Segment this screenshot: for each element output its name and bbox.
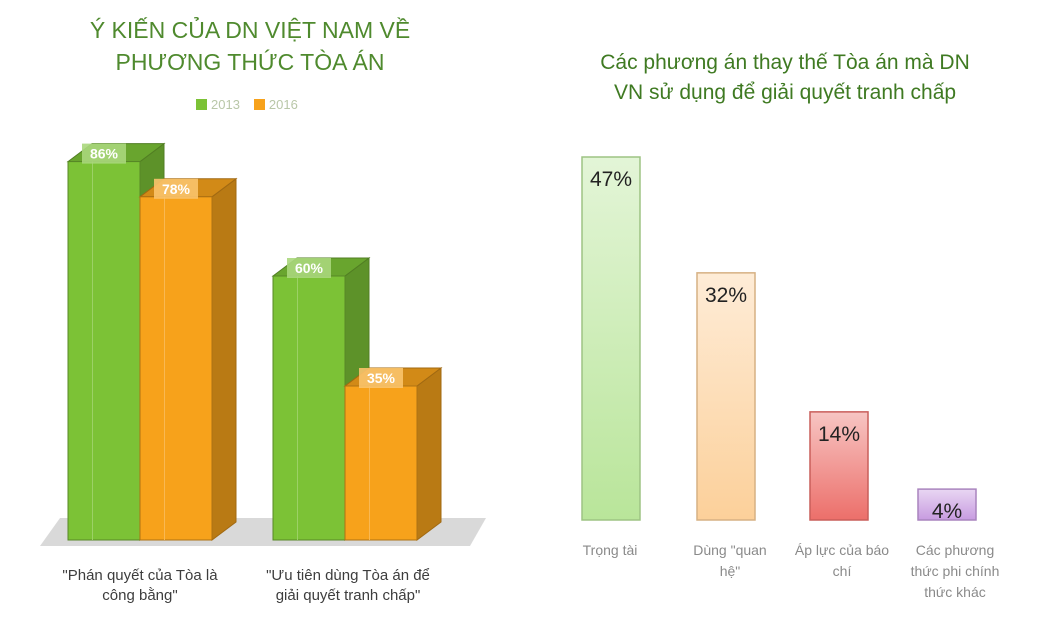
data-label-2013-2: 60% — [295, 260, 324, 276]
bar-2: 32% — [696, 272, 756, 521]
data-label-box — [287, 258, 331, 278]
left-category-1-line2: công bằng" — [102, 587, 178, 604]
data-label-4: 4% — [932, 500, 962, 523]
legend-label-2016: 2016 — [268, 97, 298, 112]
right-chart-panel: Các phương án thay thế Tòa án mà DN VN s… — [520, 0, 1050, 630]
bar-side-face — [211, 177, 237, 541]
left-title-line1: Ý KIẾN CỦA DN VIỆT NAM VỀ — [89, 17, 411, 43]
left-category-label-2: "Ưu tiên dùng Tòa án để giải quyết tranh… — [238, 566, 458, 606]
right-title-line1: Các phương án thay thế Tòa án mà DN — [600, 51, 970, 74]
left-bar-chart: 86% 78% 60% 35% — [40, 142, 486, 546]
bar-rect — [581, 156, 641, 521]
bar-4: 4% — [917, 488, 977, 523]
data-label-2016-2: 35% — [367, 370, 396, 386]
left-chart-panel: Ý KIẾN CỦA DN VIỆT NAM VỀ PHƯƠNG THỨC TÒ… — [0, 0, 510, 630]
bar-front-face — [139, 196, 213, 541]
data-label-3: 14% — [818, 423, 860, 446]
right-category-3-line2: chí — [832, 563, 852, 579]
right-category-1-line1: Trọng tài — [582, 542, 638, 558]
data-label-box — [359, 368, 403, 388]
bar-front-face — [344, 385, 418, 541]
bar-rect — [696, 272, 756, 521]
data-label-2013-1: 86% — [90, 146, 119, 162]
right-category-2-line2: hệ" — [719, 563, 741, 579]
bar-2016-1: 78% — [138, 177, 238, 541]
bar-1: 47% — [581, 156, 641, 521]
legend-swatch-2013 — [196, 99, 207, 110]
right-category-4-line2: thức phi chính — [910, 563, 1000, 579]
left-category-label-1: "Phán quyết của Tòa là công bằng" — [30, 566, 250, 606]
data-label-2016-1: 78% — [162, 181, 191, 197]
right-category-label-2: Dùng "quan hệ" — [680, 540, 780, 582]
data-label-box — [154, 178, 198, 199]
legend-swatch-2016 — [253, 99, 265, 110]
left-category-2-line2: giải quyết tranh chấp" — [275, 587, 421, 604]
bar-3: 14% — [809, 411, 869, 521]
right-category-label-4: Các phương thức phi chính thức khác — [895, 540, 1015, 603]
right-category-3-line1: Áp lực của báo — [794, 542, 890, 558]
data-label-2: 32% — [705, 284, 747, 307]
bar-rect — [809, 411, 869, 521]
bar-front-face — [67, 161, 141, 541]
right-category-label-1: Trọng tài — [560, 540, 660, 561]
bar-2016-2: 35% — [343, 367, 443, 541]
left-chart-title: Ý KIẾN CỦA DN VIỆT NAM VỀ PHƯƠNG THỨC TÒ… — [30, 14, 470, 78]
right-chart-title: Các phương án thay thế Tòa án mà DN VN s… — [520, 48, 1050, 108]
data-label-box — [82, 143, 126, 164]
left-category-2-line1: "Ưu tiên dùng Tòa án để — [266, 567, 430, 584]
legend-label-2013: 2013 — [211, 97, 240, 112]
right-bar-chart: 47% 32% 14% 4% — [581, 156, 977, 523]
left-category-1-line1: "Phán quyết của Tòa là — [62, 567, 218, 584]
bar-front-face — [272, 275, 346, 541]
left-title-line2: PHƯƠNG THỨC TÒA ÁN — [115, 49, 385, 75]
right-category-2-line1: Dùng "quan — [693, 542, 767, 558]
right-category-4-line1: Các phương — [915, 542, 995, 558]
legend-item-2013: 2013 — [196, 97, 240, 112]
right-category-label-3: Áp lực của báo chí — [782, 540, 902, 582]
legend-item-2016: 2016 — [253, 97, 298, 112]
right-category-4-line3: thức khác — [924, 584, 986, 600]
bar-side-face — [416, 367, 442, 541]
data-label-1: 47% — [590, 168, 632, 191]
legend: 2013 2016 — [196, 97, 298, 112]
bar-rect — [917, 488, 977, 521]
right-title-line2: VN sử dụng để giải quyết tranh chấp — [613, 81, 957, 104]
